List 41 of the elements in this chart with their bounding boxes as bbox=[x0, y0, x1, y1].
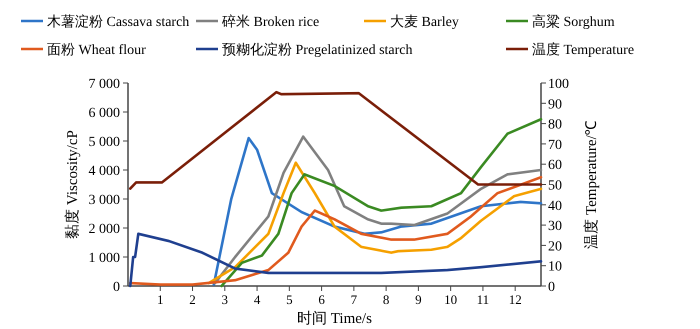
x-tick-label: 1 bbox=[157, 292, 164, 307]
x-tick-label: 4 bbox=[254, 292, 261, 307]
y2-tick-label: 80 bbox=[548, 118, 562, 133]
legend-label: 碎米 Broken rice bbox=[221, 14, 320, 30]
y2-tick-label: 60 bbox=[548, 158, 562, 174]
legend-label: 温度 Temperature bbox=[532, 42, 634, 58]
y-tick-label: 1 000 bbox=[88, 251, 120, 266]
y2-tick-label: 0 bbox=[548, 280, 555, 295]
y-tick-label: 2 000 bbox=[88, 222, 120, 237]
y2-tick-label: 10 bbox=[548, 260, 562, 275]
legend-label: 面粉 Wheat flour bbox=[47, 42, 146, 58]
legend-label: 木薯淀粉 Cassava starch bbox=[47, 14, 190, 30]
x-axis-title: 时间 Time/s bbox=[297, 310, 372, 327]
y2-tick-label: 100 bbox=[548, 77, 569, 92]
x-tick-label: 12 bbox=[508, 292, 522, 307]
y2-tick-label: 40 bbox=[548, 198, 562, 214]
y2-tick-label: 30 bbox=[548, 219, 562, 234]
y2-axis-title: 温度 Temperature/℃ bbox=[583, 120, 600, 249]
legend-label: 预糊化淀粉 Pregelatinized starch bbox=[222, 42, 413, 58]
x-tick-label: 11 bbox=[476, 292, 490, 307]
x-tick-label: 3 bbox=[222, 292, 228, 307]
x-tick-label: 8 bbox=[382, 292, 390, 307]
y2-tick-label: 90 bbox=[548, 97, 562, 112]
x-tick-label: 7 bbox=[350, 292, 358, 307]
x-tick-label: 5 bbox=[286, 292, 293, 307]
y-tick-label: 3 000 bbox=[88, 193, 120, 208]
y-tick-label: 5 000 bbox=[88, 135, 120, 150]
x-tick-label: 6 bbox=[318, 292, 326, 307]
x-tick-label: 10 bbox=[444, 292, 458, 307]
y-tick-label: 7 000 bbox=[88, 77, 120, 92]
y2-tick-label: 70 bbox=[548, 138, 562, 153]
y-tick-label: 4 000 bbox=[88, 164, 120, 179]
y2-tick-label: 20 bbox=[548, 239, 562, 254]
y-axis-title: 黏度 Viscosity/cP bbox=[64, 130, 81, 239]
y-tick-label: 0 bbox=[113, 280, 120, 295]
legend-label: 大麦 Barley bbox=[390, 14, 459, 30]
y2-tick-label: 50 bbox=[548, 178, 562, 194]
x-tick-label: 9 bbox=[415, 292, 422, 307]
x-tick-label: 2 bbox=[189, 292, 196, 307]
legend-label: 高粱 Sorghum bbox=[532, 14, 615, 30]
y-tick-label: 6 000 bbox=[88, 106, 120, 121]
